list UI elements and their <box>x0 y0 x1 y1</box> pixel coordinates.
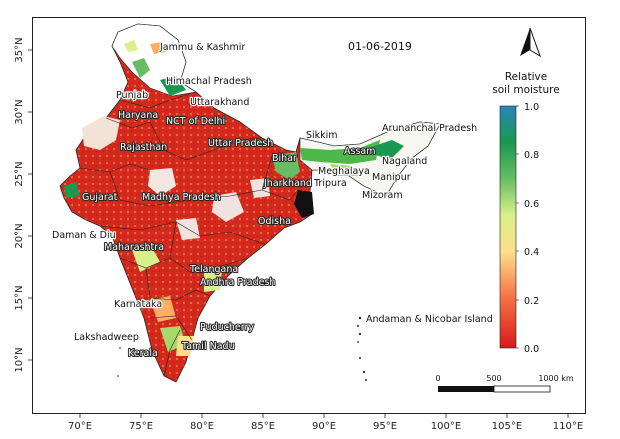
label-jammu-kashmir: Jammu & Kashmir <box>159 42 245 53</box>
lat-tick-25: 25°N <box>14 161 25 186</box>
scale-bar <box>438 385 551 393</box>
lat-tick-20: 20°N <box>14 223 25 248</box>
island-markers <box>117 316 367 381</box>
scale-label-500: 500 <box>486 374 501 383</box>
lat-tick-35: 35°N <box>14 37 25 62</box>
lon-tick-80: 80°E <box>190 421 214 432</box>
legend-tick-0-6: 0.6 <box>524 199 539 210</box>
scale-label-0: 0 <box>435 374 440 383</box>
label-karnataka: Karnataka <box>114 299 162 310</box>
india-landmass <box>59 23 441 383</box>
desert-patch <box>82 116 120 150</box>
legend-title-line1: Relative <box>505 71 547 83</box>
label-manipur: Manipur <box>372 172 411 183</box>
label-delhi: NCT of Delhi <box>166 116 225 127</box>
lon-tick-105: 105°E <box>492 421 522 432</box>
label-daman-diu: Daman & Diu <box>52 230 116 241</box>
lon-tick-95: 95°E <box>373 421 397 432</box>
label-gujarat: Gujarat <box>82 192 118 203</box>
legend-tick-0-2: 0.2 <box>524 296 539 307</box>
label-himachal: Himachal Pradesh <box>166 76 252 87</box>
label-haryana: Haryana <box>118 110 158 121</box>
label-odisha: Odisha <box>258 216 291 227</box>
north-arrow-icon <box>520 27 541 58</box>
lon-tick-110: 110°E <box>553 421 583 432</box>
label-bihar: Bihar <box>272 153 297 164</box>
label-madhya-pradesh: Madhya Pradesh <box>142 192 221 203</box>
map-date: 01-06-2019 <box>348 40 412 53</box>
label-nagaland: Nagaland <box>382 156 427 167</box>
label-meghalaya: Meghalaya <box>318 166 370 177</box>
label-tamil-nadu: Tamil Nadu <box>181 341 235 352</box>
lat-tick-15: 15°N <box>14 285 25 310</box>
label-sikkim: Sikkim <box>306 130 338 141</box>
label-punjab: Punjab <box>116 90 148 101</box>
label-tripura: Tripura <box>313 178 347 189</box>
legend-colorbar <box>499 105 517 349</box>
state-boundaries <box>79 91 299 377</box>
label-telangana: Telangana <box>189 264 238 275</box>
legend-tick-1-0: 1.0 <box>524 102 539 113</box>
lat-tick-10: 10°N <box>14 347 25 372</box>
lon-tick-75: 75°E <box>129 421 153 432</box>
lon-tick-100: 100°E <box>431 421 461 432</box>
lon-tick-70: 70°E <box>68 421 92 432</box>
legend-tick-0-0: 0.0 <box>524 344 539 355</box>
lon-tick-90: 90°E <box>312 421 336 432</box>
label-uttar-pradesh: Uttar Pradesh <box>208 138 273 149</box>
label-uttarakhand: Uttarakhand <box>190 97 249 108</box>
legend-title-line2: soil moisture <box>492 84 559 96</box>
scale-label-1000: 1000 km <box>538 374 574 383</box>
label-andhra: Andhra Pradesh <box>200 277 275 288</box>
lon-tick-85: 85°E <box>251 421 275 432</box>
lat-tick-30: 30°N <box>14 99 25 124</box>
legend-ticks <box>516 105 519 349</box>
label-assam: Assam <box>344 146 375 157</box>
label-mizoram: Mizoram <box>362 190 403 201</box>
legend-tick-0-4: 0.4 <box>524 247 539 258</box>
label-maharashtra: Maharashtra <box>104 242 164 253</box>
label-arunachal: Arunanchal Pradesh <box>382 123 477 134</box>
label-puducherry: Puducherry <box>200 322 254 333</box>
label-lakshadweep: Lakshadweep <box>74 332 139 343</box>
label-rajasthan: Rajasthan <box>120 142 167 153</box>
label-andaman: Andaman & Nicobar Island <box>366 314 493 325</box>
label-jharkhand: Jharkhand <box>263 178 312 189</box>
label-kerala: Kerala <box>128 348 158 359</box>
legend-tick-0-8: 0.8 <box>524 150 539 161</box>
